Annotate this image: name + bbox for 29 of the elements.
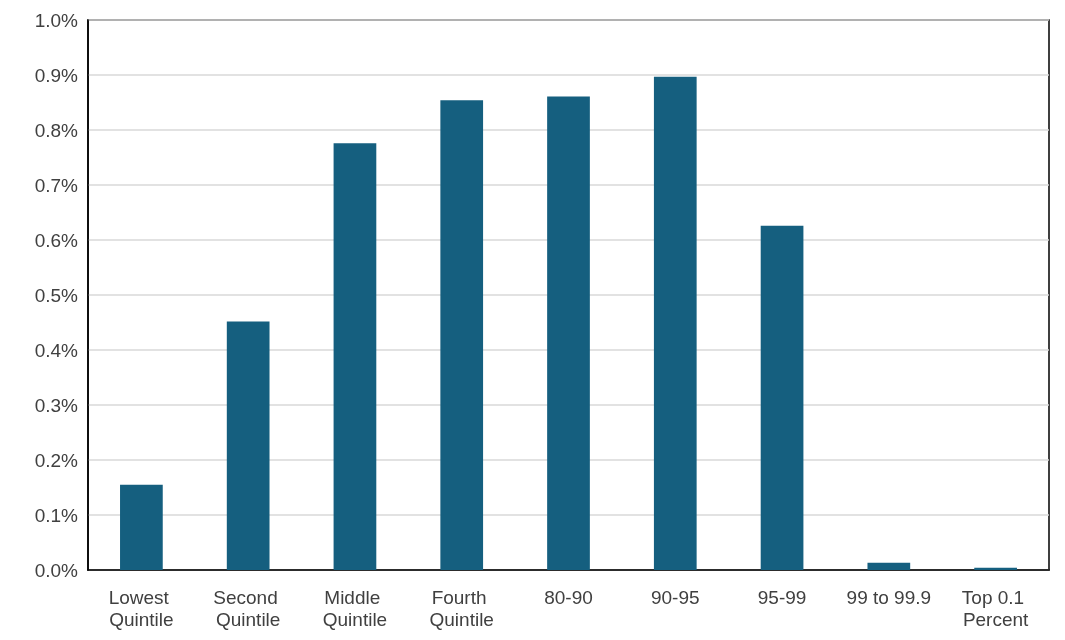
y-tick-label: 0.3% — [34, 394, 79, 416]
x-tick-label: Lowest Quintile — [108, 586, 175, 630]
bar — [867, 562, 911, 570]
x-tick-label: Top 0.1 Percent — [961, 586, 1030, 630]
y-tick-label: 0.0% — [34, 559, 79, 581]
y-tick-label: 0.7% — [34, 174, 79, 196]
bar — [653, 76, 697, 570]
x-tick-label: 80-90 — [544, 586, 593, 608]
bar — [547, 96, 590, 570]
bar — [440, 100, 484, 570]
x-tick-label: Second Quintile — [213, 586, 284, 630]
y-tick-label: 0.8% — [34, 119, 79, 141]
y-tick-label: 0.1% — [34, 504, 79, 526]
x-tick-label: Fourth Quintile — [429, 586, 494, 630]
x-tick-label: Middle Quintile — [322, 586, 388, 630]
y-tick-label: 1.0% — [34, 9, 79, 31]
y-tick-label: 0.2% — [34, 449, 79, 471]
bar — [333, 143, 377, 570]
y-tick-label: 0.5% — [34, 284, 79, 306]
x-tick-label: 95-99 — [757, 586, 807, 608]
y-tick-label: 0.4% — [34, 339, 79, 361]
x-tick-label: 90-95 — [650, 586, 700, 608]
x-tick-label: 99 to 99.9 — [846, 586, 932, 608]
y-tick-label: 0.9% — [34, 64, 79, 86]
bar — [120, 484, 163, 570]
y-tick-label: 0.6% — [34, 229, 79, 251]
bar — [760, 225, 804, 570]
bar — [974, 567, 1017, 570]
bar — [226, 321, 270, 570]
